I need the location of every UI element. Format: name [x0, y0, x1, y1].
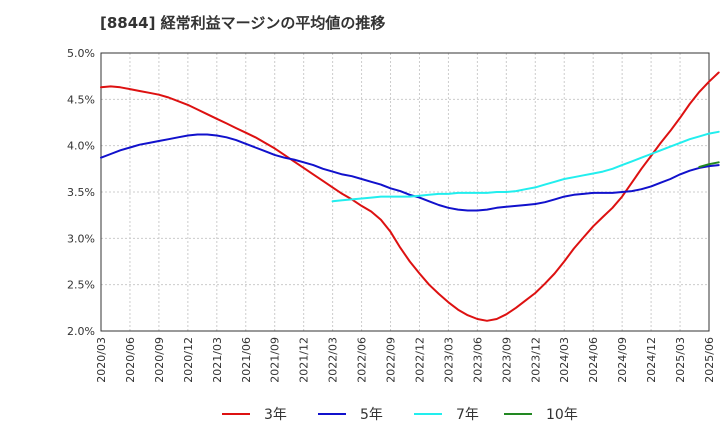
x-tick-label: 2024/06	[587, 337, 600, 383]
series-line-3年	[100, 71, 720, 322]
x-tick-label: 2023/03	[442, 337, 455, 383]
x-tick-label: 2021/03	[211, 337, 224, 383]
x-tick-label: 2021/09	[269, 337, 282, 383]
legend-item: 3年	[222, 402, 287, 426]
y-tick-label: 3.5%	[67, 186, 95, 199]
x-tick-label: 2020/03	[95, 337, 108, 383]
legend-item: 10年	[504, 402, 578, 426]
x-tick-label: 2020/09	[153, 337, 166, 383]
y-tick-label: 3.0%	[67, 232, 95, 245]
legend-item: 5年	[318, 402, 383, 426]
x-tick-label: 2024/12	[645, 337, 658, 383]
x-tick-label: 2022/09	[385, 337, 398, 383]
legend-swatch	[414, 413, 442, 415]
legend-swatch	[318, 413, 346, 415]
legend: 3年 5年 7年 10年	[0, 402, 720, 426]
legend-label: 3年	[264, 407, 287, 423]
x-tick-label: 2020/06	[124, 337, 137, 383]
x-tick-label: 2022/12	[413, 337, 426, 383]
x-tick-label: 2024/09	[616, 337, 629, 383]
y-tick-label: 5.0%	[67, 47, 95, 60]
x-tick-label: 2025/06	[703, 337, 716, 383]
chart-title: [8844] 経常利益マージンの平均値の推移	[100, 14, 386, 32]
x-tick-label: 2024/03	[558, 337, 571, 383]
series-line-5年	[100, 133, 720, 212]
x-tick-label: 2023/06	[471, 337, 484, 383]
legend-label: 5年	[360, 407, 383, 423]
y-tick-label: 4.5%	[67, 93, 95, 106]
legend-item: 7年	[414, 402, 479, 426]
x-tick-label: 2025/03	[674, 337, 687, 383]
axes: 2020/03 2020/06 2020/09 2020/12 2021/03 2021/…	[67, 47, 716, 383]
x-tick-label: 2023/12	[529, 337, 542, 383]
series-lines	[100, 71, 720, 322]
x-tick-label: 2020/12	[182, 337, 195, 383]
x-tick-label: 2022/06	[356, 337, 369, 383]
x-tick-label: 2021/06	[240, 337, 253, 383]
y-tick-label: 4.0%	[67, 140, 95, 153]
legend-swatch	[504, 413, 532, 415]
y-tick-label: 2.0%	[67, 325, 95, 338]
y-tick-label: 2.5%	[67, 279, 95, 292]
x-tick-label: 2023/09	[500, 337, 513, 383]
x-tick-label: 2021/12	[298, 337, 311, 383]
series-line-7年	[331, 130, 720, 203]
x-tick-label: 2022/03	[327, 337, 340, 383]
legend-label: 7年	[456, 407, 479, 423]
plot-frame	[100, 52, 710, 332]
legend-swatch	[222, 413, 250, 415]
series-line-10年	[698, 161, 720, 168]
legend-label: 10年	[546, 407, 578, 423]
